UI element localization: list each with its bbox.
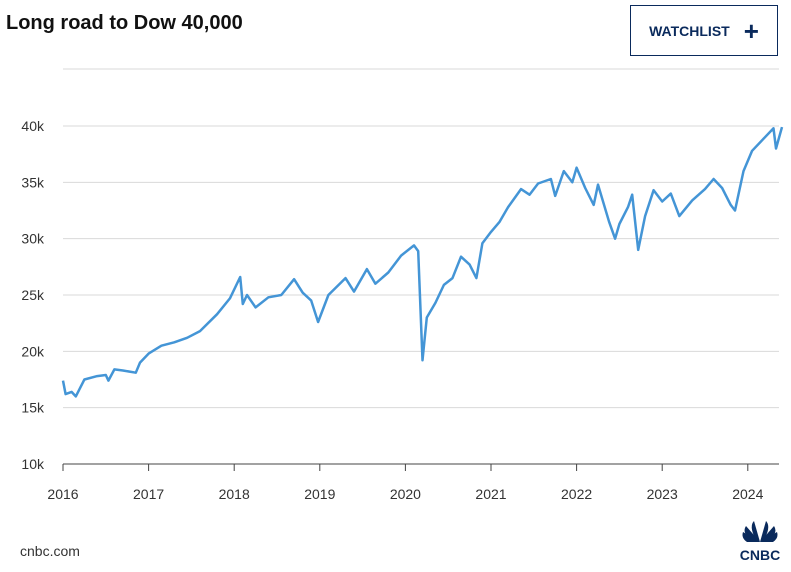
x-tick-label: 2024 [732,486,763,502]
y-tick-label: 40k [21,118,45,134]
dow-series-line [61,126,784,398]
y-tick-label: 10k [21,456,45,472]
y-tick-label: 20k [21,343,45,359]
x-tick-label: 2019 [304,486,335,502]
line-chart: 10k 15k 20k 25k 30k 35k 40k 2016 2017 2018 2019 202… [21,68,784,502]
svg-text:CNBC: CNBC [740,547,780,562]
watchlist-button[interactable]: WATCHLIST + [630,5,778,56]
y-tick-label: 15k [21,400,45,416]
x-tick-label: 2023 [647,486,678,502]
cnbc-logo: CNBC [735,518,785,567]
plus-icon: + [743,15,759,46]
x-tick-label: 2022 [561,486,592,502]
watchlist-label: WATCHLIST [649,22,730,39]
x-tick-label: 2018 [219,486,250,502]
chart-title: Long road to Dow 40,000 [6,12,243,34]
x-tick-label: 2017 [133,486,164,502]
x-tick-label: 2021 [475,486,506,502]
y-tick-label: 25k [21,287,45,303]
y-tick-label: 35k [21,174,45,190]
source-label: cnbc.com [20,543,80,559]
y-tick-label: 30k [21,231,45,247]
x-tick-label: 2016 [47,486,78,502]
x-tick-label: 2020 [390,486,421,502]
